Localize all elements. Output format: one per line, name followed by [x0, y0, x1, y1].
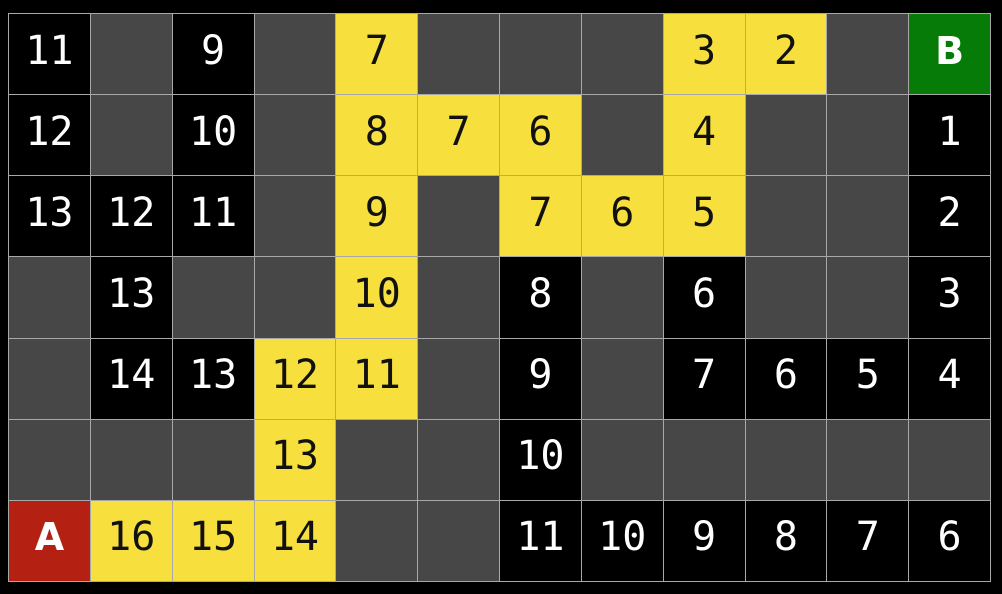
cell-r5-c5[interactable]: 11	[336, 338, 418, 419]
cell-r7-c11[interactable]: 7	[827, 500, 909, 581]
cell-r7-c4[interactable]: 14	[254, 500, 336, 581]
cell-r2-c1[interactable]: 12	[9, 95, 90, 176]
cell-r4-c9[interactable]: 6	[663, 257, 745, 338]
cell-r6-c9[interactable]	[663, 419, 745, 500]
cell-r2-c3[interactable]: 10	[172, 95, 254, 176]
cell-r5-c7[interactable]: 9	[500, 338, 581, 419]
cell-r5-c4[interactable]: 12	[254, 338, 336, 419]
cell-r7-c6[interactable]	[418, 500, 499, 581]
cell-r3-c2[interactable]: 12	[90, 176, 172, 257]
cell-r7-c7[interactable]: 11	[500, 500, 581, 581]
cell-r4-c5[interactable]: 10	[336, 257, 418, 338]
cell-r6-c5[interactable]	[336, 419, 418, 500]
cell-r6-c6[interactable]	[418, 419, 499, 500]
cell-r5-c3[interactable]: 13	[172, 338, 254, 419]
cell-r6-c4[interactable]: 13	[254, 419, 336, 500]
pathfinding-grid: 11 9 7 3 2 B 12 10 8 7 6 4 1 13 12 11 9 7 6 5 2 13 10 8 6 3 14 13 12…	[8, 13, 991, 582]
cell-r6-c11[interactable]	[827, 419, 909, 500]
cell-r3-c7[interactable]: 7	[500, 176, 581, 257]
cell-r3-c12[interactable]: 2	[909, 176, 990, 257]
cell-r6-c3[interactable]	[172, 419, 254, 500]
cell-r1-c3[interactable]: 9	[172, 14, 254, 95]
cell-r3-c10[interactable]	[745, 176, 827, 257]
cell-r7-c1-start[interactable]: A	[9, 500, 90, 581]
cell-r3-c3[interactable]: 11	[172, 176, 254, 257]
cell-r4-c11[interactable]	[827, 257, 909, 338]
cell-r6-c2[interactable]	[90, 419, 172, 500]
cell-r3-c9[interactable]: 5	[663, 176, 745, 257]
cell-r7-c9[interactable]: 9	[663, 500, 745, 581]
cell-r2-c4[interactable]	[254, 95, 336, 176]
cell-r6-c8[interactable]	[581, 419, 663, 500]
cell-r4-c2[interactable]: 13	[90, 257, 172, 338]
cell-r5-c2[interactable]: 14	[90, 338, 172, 419]
cell-r6-c12[interactable]	[909, 419, 990, 500]
cell-r7-c10[interactable]: 8	[745, 500, 827, 581]
cell-r5-c12[interactable]: 4	[909, 338, 990, 419]
cell-r2-c8[interactable]	[581, 95, 663, 176]
cell-r4-c6[interactable]	[418, 257, 499, 338]
cell-r4-c4[interactable]	[254, 257, 336, 338]
cell-r7-c12[interactable]: 6	[909, 500, 990, 581]
cell-r7-c3[interactable]: 15	[172, 500, 254, 581]
cell-r5-c1[interactable]	[9, 338, 90, 419]
cell-r1-c9[interactable]: 3	[663, 14, 745, 95]
cell-r2-c10[interactable]	[745, 95, 827, 176]
cell-r6-c7[interactable]: 10	[500, 419, 581, 500]
cell-r6-c1[interactable]	[9, 419, 90, 500]
cell-r2-c9[interactable]: 4	[663, 95, 745, 176]
cell-r1-c1[interactable]: 11	[9, 14, 90, 95]
cell-r1-c11[interactable]	[827, 14, 909, 95]
cell-r1-c10[interactable]: 2	[745, 14, 827, 95]
cell-r2-c2[interactable]	[90, 95, 172, 176]
cell-r1-c5[interactable]: 7	[336, 14, 418, 95]
cell-r2-c11[interactable]	[827, 95, 909, 176]
cell-r2-c5[interactable]: 8	[336, 95, 418, 176]
cell-r3-c11[interactable]	[827, 176, 909, 257]
cell-r3-c4[interactable]	[254, 176, 336, 257]
cell-r4-c8[interactable]	[581, 257, 663, 338]
cell-r2-c6[interactable]: 7	[418, 95, 499, 176]
cell-r5-c8[interactable]	[581, 338, 663, 419]
cell-r5-c11[interactable]: 5	[827, 338, 909, 419]
cell-r1-c7[interactable]	[500, 14, 581, 95]
cell-r5-c10[interactable]: 6	[745, 338, 827, 419]
cell-r5-c9[interactable]: 7	[663, 338, 745, 419]
cell-r1-c8[interactable]	[581, 14, 663, 95]
cell-r6-c10[interactable]	[745, 419, 827, 500]
cell-r7-c5[interactable]	[336, 500, 418, 581]
cell-r3-c1[interactable]: 13	[9, 176, 90, 257]
cell-r1-c2[interactable]	[90, 14, 172, 95]
cell-r3-c8[interactable]: 6	[581, 176, 663, 257]
cell-r1-c12-goal[interactable]: B	[909, 14, 990, 95]
cell-r2-c7[interactable]: 6	[500, 95, 581, 176]
cell-r4-c10[interactable]	[745, 257, 827, 338]
cell-r7-c2[interactable]: 16	[90, 500, 172, 581]
cell-r5-c6[interactable]	[418, 338, 499, 419]
cell-r4-c3[interactable]	[172, 257, 254, 338]
cell-r4-c12[interactable]: 3	[909, 257, 990, 338]
cell-r3-c6[interactable]	[418, 176, 499, 257]
cell-r4-c7[interactable]: 8	[500, 257, 581, 338]
cell-r3-c5[interactable]: 9	[336, 176, 418, 257]
cell-r1-c6[interactable]	[418, 14, 499, 95]
cell-r2-c12[interactable]: 1	[909, 95, 990, 176]
cell-r1-c4[interactable]	[254, 14, 336, 95]
cell-r4-c1[interactable]	[9, 257, 90, 338]
cell-r7-c8[interactable]: 10	[581, 500, 663, 581]
